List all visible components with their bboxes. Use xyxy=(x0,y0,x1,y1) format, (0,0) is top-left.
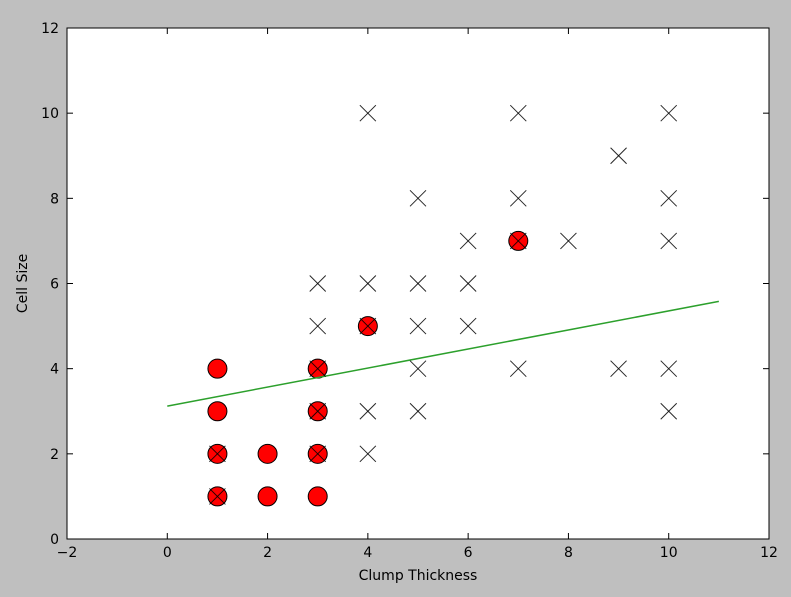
x-tick-label: 0 xyxy=(163,545,172,561)
x-point xyxy=(660,360,678,378)
x-point xyxy=(359,317,377,335)
x-point xyxy=(309,275,327,292)
x-point xyxy=(560,232,577,250)
x-tick-label: 8 xyxy=(564,545,573,561)
x-axis-label: Clump Thickness xyxy=(359,568,478,584)
x-point xyxy=(409,360,427,378)
x-point xyxy=(509,104,527,122)
x-tick-label: 6 xyxy=(464,545,473,561)
x-point xyxy=(660,104,678,122)
x-point xyxy=(610,147,627,165)
x-point xyxy=(459,232,477,250)
y-tick-label: 4 xyxy=(50,362,59,378)
x-point xyxy=(409,189,427,207)
x-point xyxy=(209,488,226,505)
y-tick-label: 8 xyxy=(50,191,59,207)
x-point xyxy=(509,189,527,207)
data-marks xyxy=(167,104,719,507)
y-tick-label: 12 xyxy=(41,21,59,37)
x-point xyxy=(409,275,427,292)
x-point xyxy=(409,402,427,420)
x-point xyxy=(660,189,678,207)
circle-point xyxy=(207,358,228,379)
x-point xyxy=(459,317,477,335)
x-point xyxy=(610,360,627,378)
circle-point xyxy=(307,486,328,507)
x-point xyxy=(359,275,377,292)
x-point xyxy=(509,232,527,250)
x-tick-label: −2 xyxy=(57,545,78,561)
x-point xyxy=(660,402,678,420)
y-axis-label: Cell Size xyxy=(15,254,31,313)
fit-line xyxy=(167,300,719,407)
circle-point xyxy=(257,486,278,507)
x-point xyxy=(459,275,477,292)
x-point xyxy=(660,232,678,250)
x-point xyxy=(209,445,226,463)
circle-point xyxy=(257,443,278,464)
x-point xyxy=(509,360,527,378)
x-point xyxy=(359,104,377,122)
x-tick-label: 4 xyxy=(363,545,372,561)
x-tick-label: 10 xyxy=(660,545,678,561)
y-tick-label: 6 xyxy=(50,277,59,293)
x-tick-label: 12 xyxy=(760,545,778,561)
y-tick-label: 10 xyxy=(41,106,59,122)
y-tick-label: 0 xyxy=(50,532,59,548)
x-point xyxy=(409,317,427,335)
y-tick-label: 2 xyxy=(50,447,59,463)
x-point xyxy=(359,402,377,420)
x-tick-label: 2 xyxy=(263,545,272,561)
x-point xyxy=(309,317,327,335)
circle-point xyxy=(207,401,228,422)
x-point xyxy=(309,445,327,463)
x-point xyxy=(309,402,327,420)
x-point xyxy=(359,445,377,463)
x-point xyxy=(309,360,327,378)
